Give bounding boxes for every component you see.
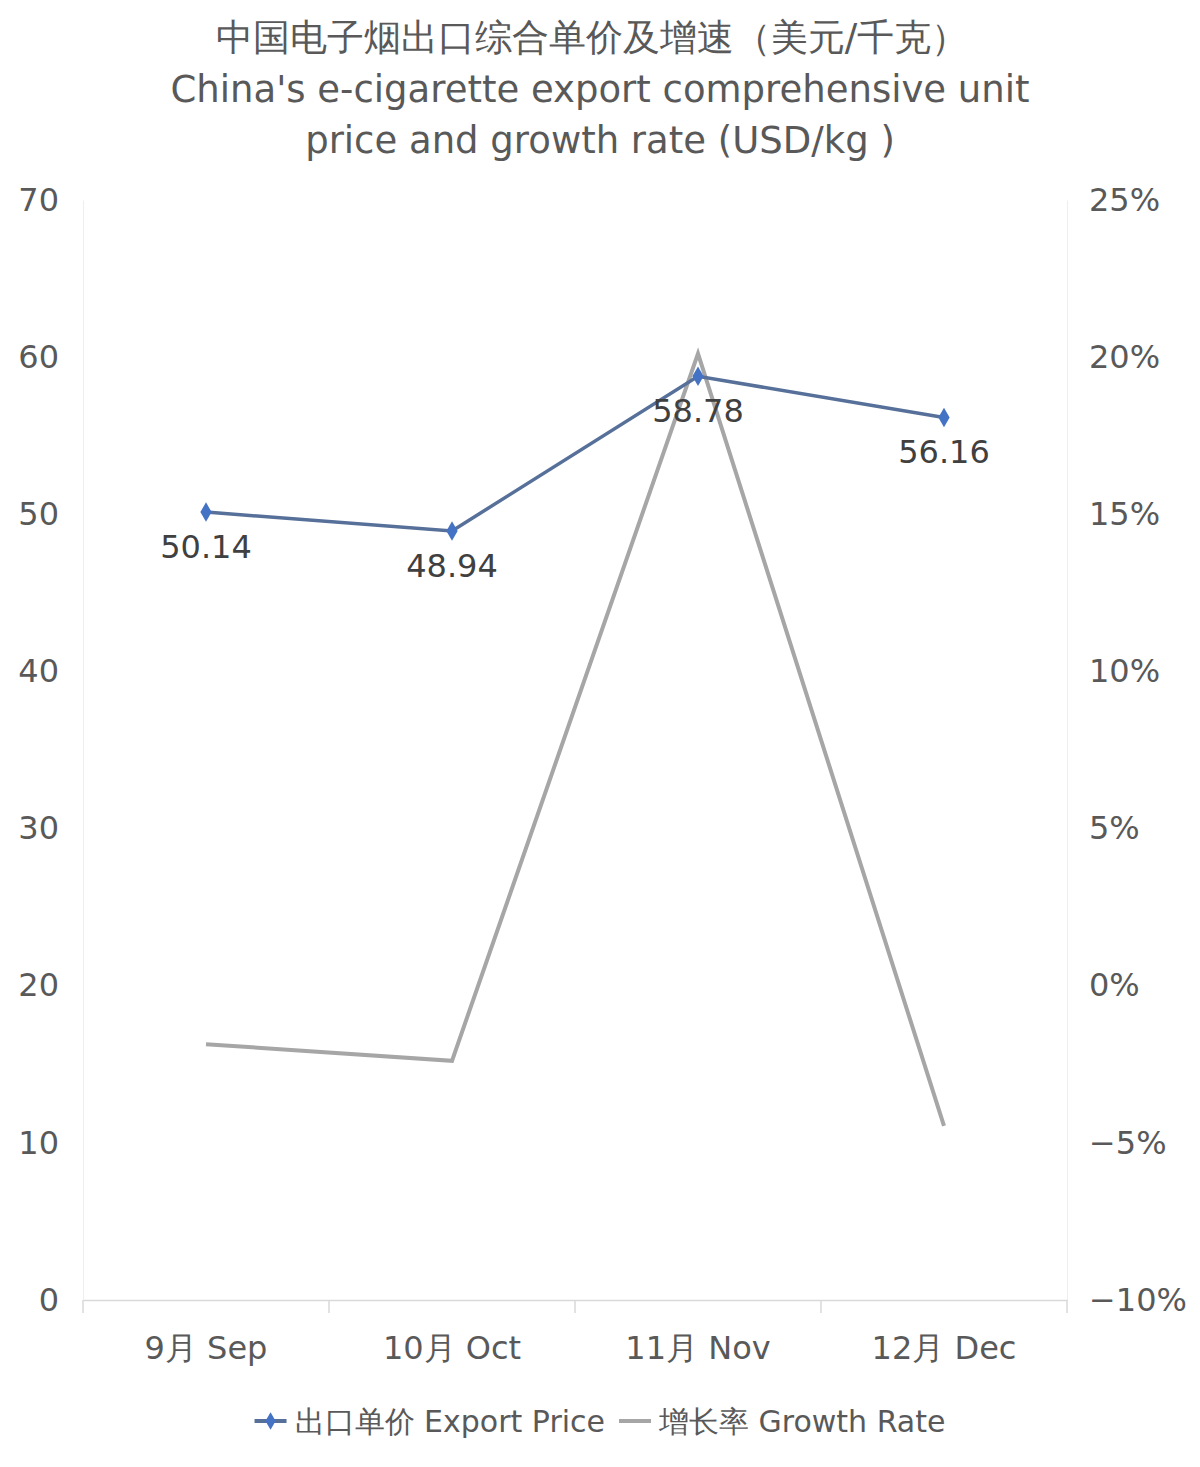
category-separator: [574, 1300, 576, 1313]
x-tick-label: 9月 Sep: [145, 1329, 268, 1367]
y2-tick: 0%: [1067, 966, 1140, 1004]
x-tick: 11月 Nov: [625, 1300, 770, 1367]
y-tick: 60: [18, 338, 83, 376]
series-line: [206, 376, 944, 531]
data-label: 50.14: [160, 528, 252, 566]
marker: [446, 521, 457, 541]
data-label: 56.16: [898, 433, 990, 471]
y2-axis-line: [1067, 201, 1068, 1301]
legend-swatch: [619, 1419, 651, 1423]
category-separator: [82, 1300, 84, 1313]
y2-tick: −5%: [1067, 1124, 1167, 1162]
y2-tick-label: −10%: [1089, 1281, 1187, 1319]
y2-tick-label: 5%: [1089, 809, 1140, 847]
title: 中国电子烟出口综合单价及增速（美元/千克）: [216, 16, 968, 59]
data-label: 58.78: [652, 392, 744, 430]
y2-axis: −10% −5% 0% 5% 10% 15% 20% 25%: [1067, 181, 1187, 1319]
y2-tick: 20%: [1067, 338, 1160, 376]
y-tick: 70: [18, 181, 83, 219]
plot-area: [200, 354, 949, 1126]
subtitle: price and growth rate (USD/kg ): [305, 119, 895, 162]
y2-tick-label: −5%: [1089, 1124, 1167, 1162]
marker: [692, 367, 703, 387]
y-tick-label: 30: [18, 809, 59, 847]
legend-label: 增长率 Growth Rate: [658, 1404, 945, 1439]
x-axis: 9月 Sep 10月 Oct 11月 Nov 12月 Dec: [83, 1300, 1068, 1367]
y-axis-line: [83, 201, 84, 1301]
y-tick: 40: [18, 652, 83, 690]
y-tick-label: 0: [39, 1281, 59, 1319]
legend-item: 出口单价 Export Price: [255, 1404, 605, 1439]
chart: 中国电子烟出口综合单价及增速（美元/千克） China's e-cigarette…: [0, 0, 1200, 1467]
legend-marker: [265, 1412, 275, 1430]
y-axis: 0 10 20 30 40 50 60 70: [18, 181, 83, 1319]
series-line: [206, 354, 944, 1126]
y-tick-label: 50: [18, 495, 59, 533]
y-tick-label: 20: [18, 966, 59, 1004]
category-separator: [820, 1300, 822, 1313]
y2-tick: 15%: [1067, 495, 1160, 533]
y-tick: 50: [18, 495, 83, 533]
y-tick-label: 40: [18, 652, 59, 690]
y-tick-label: 60: [18, 338, 59, 376]
y2-tick: 5%: [1067, 809, 1140, 847]
marker: [200, 502, 211, 522]
data-label: 48.94: [406, 547, 498, 585]
y-tick: 0: [39, 1281, 83, 1319]
marker: [938, 408, 949, 428]
y2-tick: 25%: [1067, 181, 1160, 219]
data-labels: 50.14 48.94 58.78 56.16: [160, 392, 990, 585]
x-tick-label: 11月 Nov: [625, 1329, 770, 1367]
x-tick: 10月 Oct: [383, 1300, 521, 1367]
y2-tick-label: 25%: [1089, 181, 1160, 219]
x-tick: 9月 Sep: [145, 1300, 268, 1367]
y2-tick-label: 20%: [1089, 338, 1160, 376]
legend-label: 出口单价 Export Price: [295, 1404, 605, 1439]
category-separator: [1066, 1300, 1068, 1313]
y2-tick-label: 10%: [1089, 652, 1160, 690]
y2-tick-label: 0%: [1089, 966, 1140, 1004]
subtitle: China's e-cigarette export comprehensive…: [170, 68, 1029, 111]
y2-tick: 10%: [1067, 652, 1160, 690]
y-tick: 30: [18, 809, 83, 847]
y2-tick-label: 15%: [1089, 495, 1160, 533]
x-tick: 12月 Dec: [872, 1300, 1017, 1367]
y-tick: 10: [18, 1124, 83, 1162]
legend-item: 增长率 Growth Rate: [619, 1404, 945, 1439]
x-tick-label: 12月 Dec: [872, 1329, 1017, 1367]
legend: 出口单价 Export Price 增长率 Growth Rate: [255, 1404, 946, 1439]
y-tick: 20: [18, 966, 83, 1004]
category-separator: [328, 1300, 330, 1313]
y-tick-label: 70: [18, 181, 59, 219]
x-tick-label: 10月 Oct: [383, 1329, 521, 1367]
y-tick-label: 10: [18, 1124, 59, 1162]
y2-tick: −10%: [1067, 1281, 1187, 1319]
